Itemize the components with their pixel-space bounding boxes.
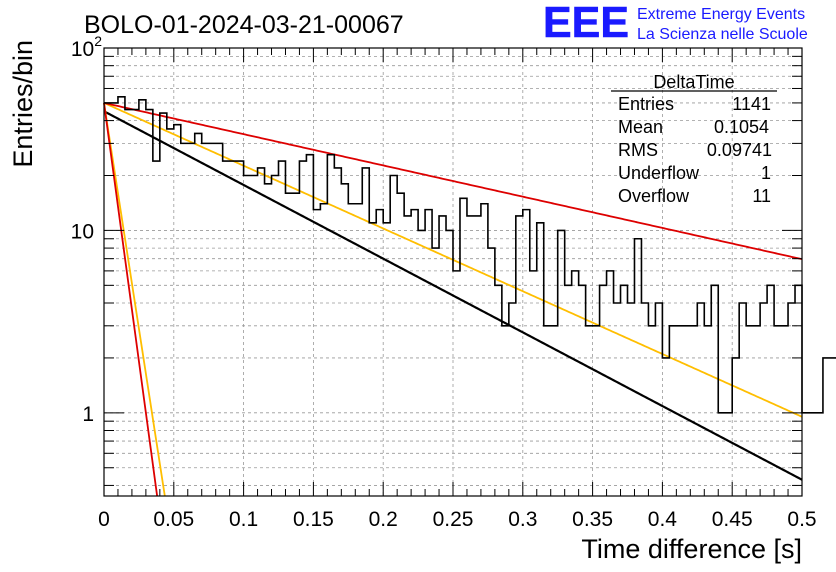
eee-logo: EEE Extreme Energy Events La Scienza nel… <box>543 0 808 47</box>
fit-curve <box>103 102 803 261</box>
fit-curve <box>103 102 166 497</box>
x-tick-label: 0.05 <box>153 508 194 531</box>
histogram <box>104 96 836 414</box>
x-tick-label: 0.15 <box>293 508 334 531</box>
stats-label-underflow: Underflow <box>618 163 700 183</box>
x-tick-label: 0.2 <box>369 508 398 531</box>
stats-value-mean: 0.1054 <box>714 117 769 137</box>
y-tick-label: 102 <box>71 33 102 61</box>
y-axis-label: Entries/bin <box>8 40 38 168</box>
stats-value-underflow: 1 <box>761 163 771 183</box>
y-tick-label: 1 <box>82 403 94 426</box>
fit-curve <box>103 102 159 497</box>
x-tick-label: 0.3 <box>508 508 537 531</box>
x-tick-label: 0.1 <box>229 508 258 531</box>
eee-logo-line2: La Scienza nelle Scuole <box>637 26 808 43</box>
x-tick-label: 0 <box>98 508 110 531</box>
stats-value-overflow: 11 <box>752 186 771 206</box>
y-tick-label: 10 <box>71 220 94 243</box>
stats-label-overflow: Overflow <box>618 186 690 206</box>
eee-logo-mark: EEE <box>543 0 629 47</box>
x-tick-label: 0.5 <box>787 508 816 531</box>
stats-value-rms: 0.09741 <box>707 140 772 160</box>
stats-value-entries: 1141 <box>732 94 771 114</box>
stats-title: DeltaTime <box>653 72 734 92</box>
stats-label-mean: Mean <box>618 117 663 137</box>
x-tick-label: 0.4 <box>648 508 678 531</box>
fit-curve <box>103 110 803 481</box>
x-tick-label: 0.35 <box>572 508 613 531</box>
stats-label-entries: Entries <box>618 94 674 114</box>
x-tick-label: 0.25 <box>433 508 474 531</box>
axis-ticks <box>103 48 803 496</box>
chart-title: BOLO-01-2024-03-21-00067 <box>84 11 404 39</box>
eee-logo-line1: Extreme Energy Events <box>637 6 805 23</box>
stats-box: DeltaTime Entries 1141 Mean 0.1054 RMS 0… <box>611 72 777 206</box>
histogram-steps <box>104 96 836 414</box>
x-tick-label: 0.45 <box>712 508 753 531</box>
stats-label-rms: RMS <box>618 140 658 160</box>
axis-tick-labels: 0 0.05 0.1 0.15 0.2 0.25 0.3 0.35 0.4 0.45 0.5 1 10 1… <box>71 33 817 531</box>
x-axis-label: Time difference [s] <box>581 534 802 564</box>
